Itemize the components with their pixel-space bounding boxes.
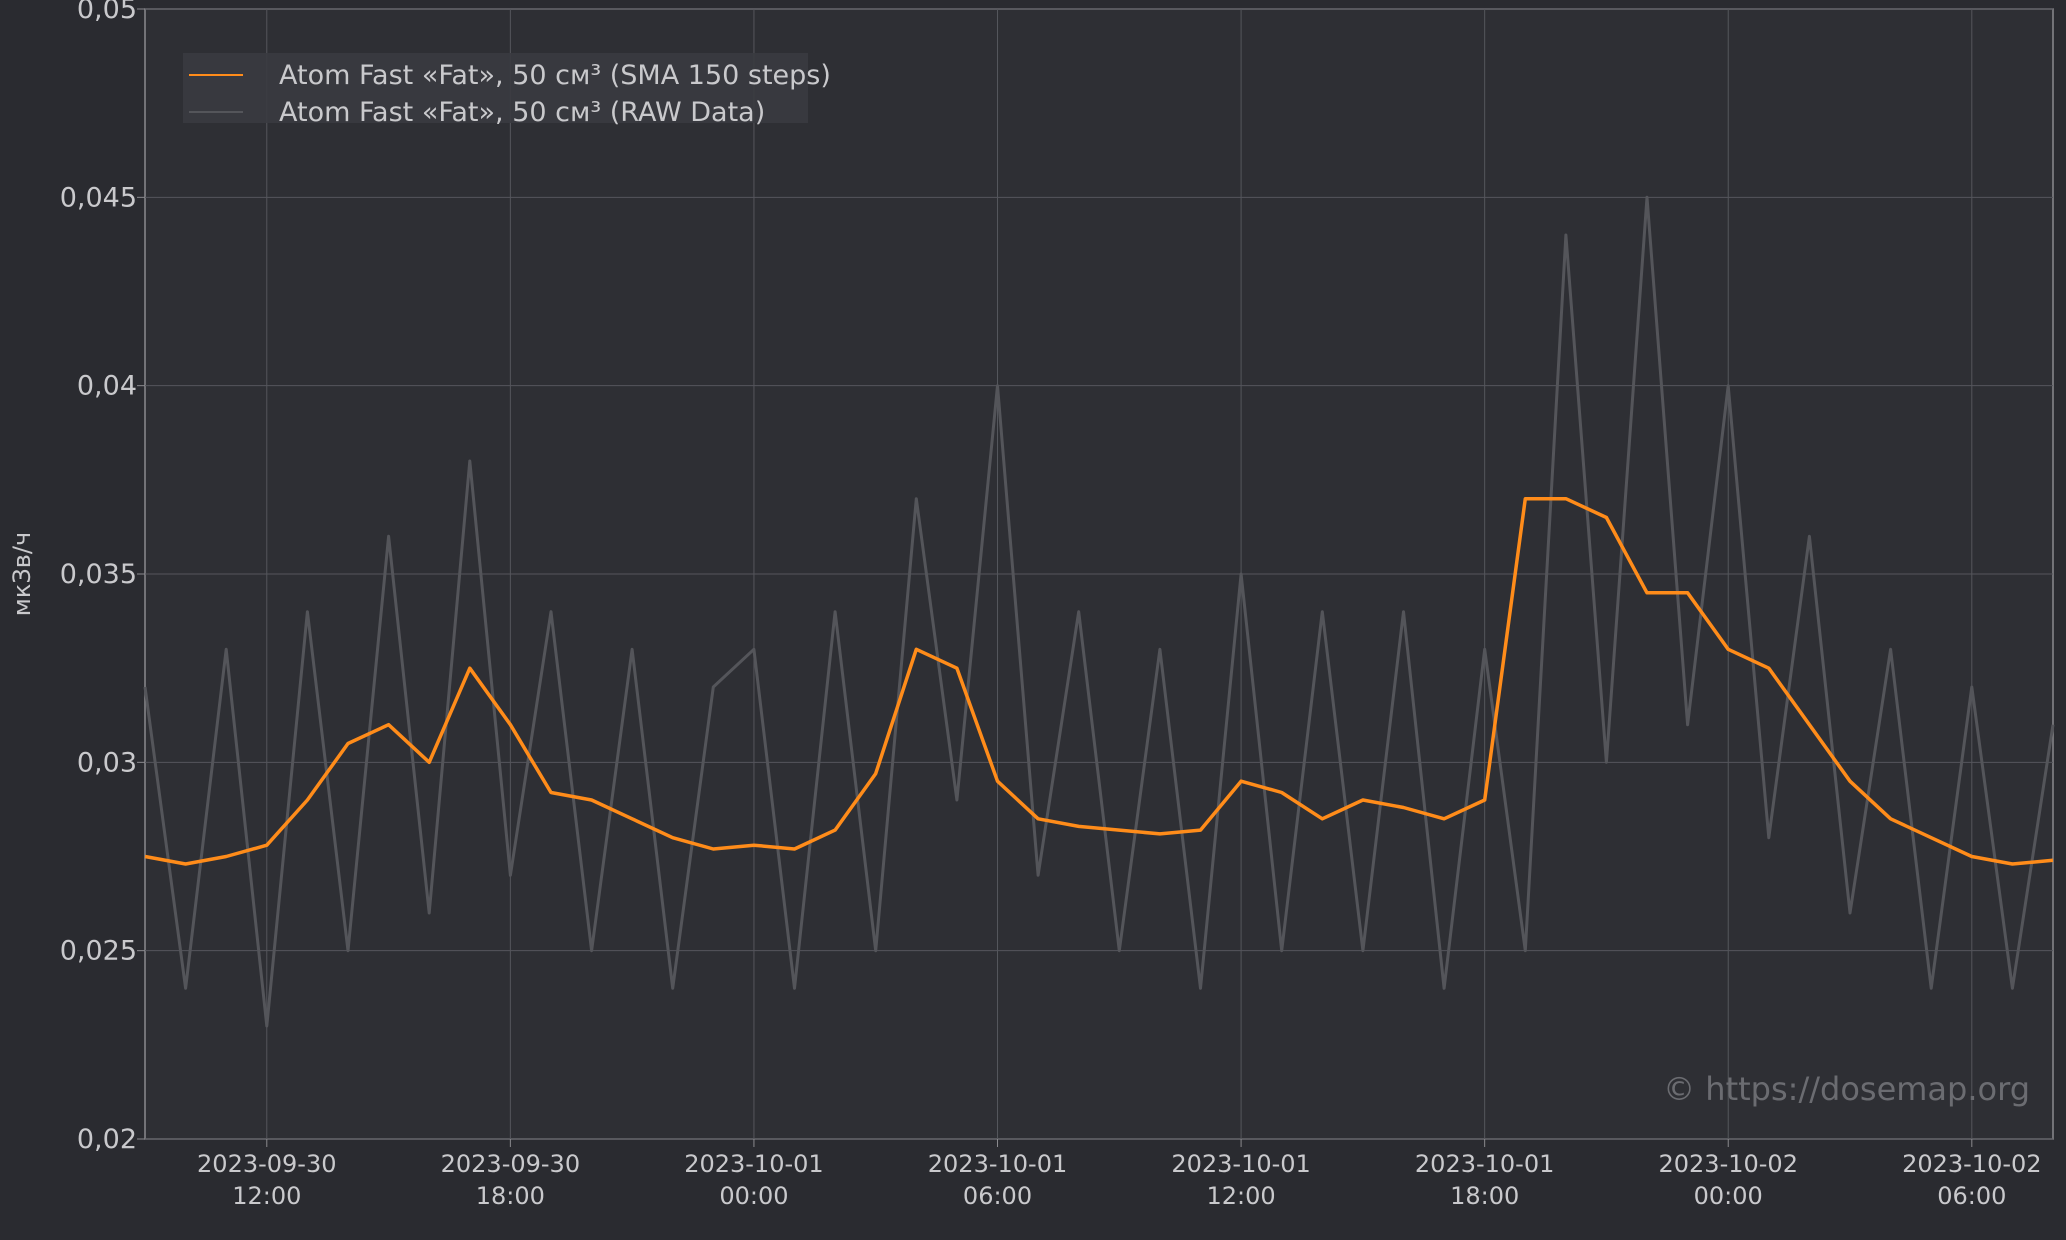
labels: 0,02 0,025 0,03 0,035 0,04 0,045 0,05 2023-09-3… [60, 0, 2042, 1210]
legend-box [183, 53, 808, 123]
series-line [144, 496, 2054, 866]
x-tick-label: 2023-10-01 18:00 [1415, 1150, 1554, 1210]
grid [137, 8, 2053, 1147]
y-tick-label: 0,05 [77, 0, 137, 25]
x-tick-label: 2023-09-30 18:00 [441, 1150, 580, 1210]
x-tick-label: 2023-10-01 06:00 [928, 1150, 1067, 1210]
x-tick-label: 2023-09-30 12:00 [197, 1150, 336, 1210]
x-tick-label: 2023-10-01 00:00 [684, 1150, 823, 1210]
legend-label: Atom Fast «Fat», 50 см³ (RAW Data) [279, 97, 765, 128]
legend: Atom Fast «Fat», 50 см³ (SMA 150 steps) A… [183, 53, 831, 128]
watermark: © https://dosemap.org [1663, 1070, 2030, 1108]
legend-label: Atom Fast «Fat», 50 см³ (SMA 150 steps) [279, 60, 831, 91]
x-tick-label: 2023-10-02 00:00 [1658, 1150, 1797, 1210]
y-axis-label: мкЗв/ч [8, 532, 36, 616]
y-tick-label: 0,03 [77, 747, 137, 778]
lines [143, 195, 2055, 1028]
y-tick-label: 0,035 [60, 559, 137, 590]
y-tick-label: 0,025 [60, 936, 137, 967]
y-tick-label: 0,045 [60, 182, 137, 213]
x-tick-label: 2023-10-02 06:00 [1902, 1150, 2041, 1210]
y-tick-label: 0,02 [77, 1124, 137, 1155]
y-tick-label: 0,04 [77, 371, 137, 402]
series-line [143, 195, 2055, 1028]
x-tick-label: 2023-10-01 12:00 [1171, 1150, 1310, 1210]
